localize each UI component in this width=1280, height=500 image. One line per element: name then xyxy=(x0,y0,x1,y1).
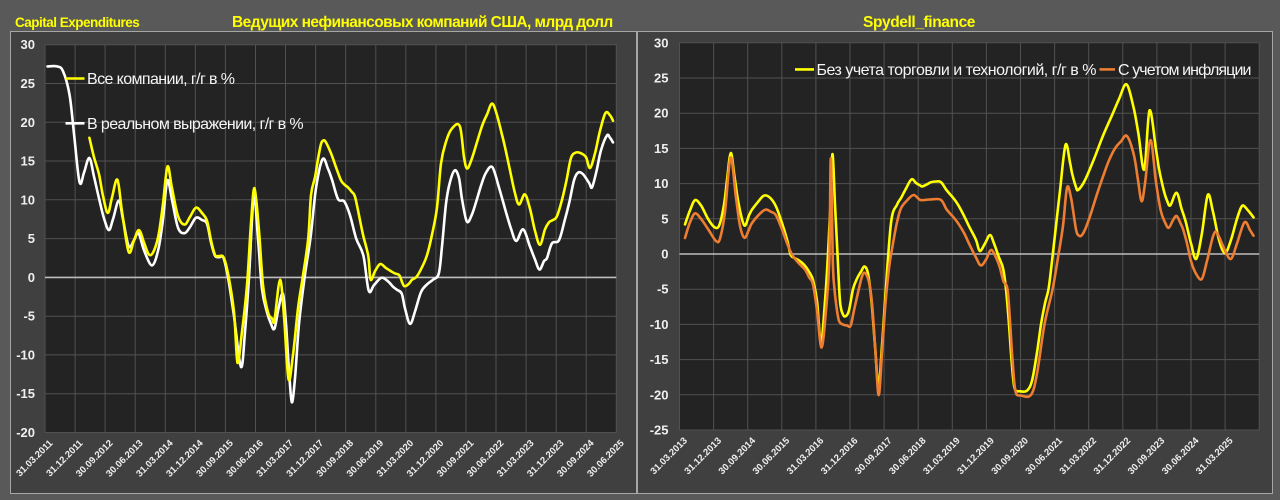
svg-text:С учетом инфляции: С учетом инфляции xyxy=(1118,62,1251,79)
svg-text:15: 15 xyxy=(21,154,35,169)
svg-text:-10: -10 xyxy=(16,347,35,362)
svg-text:25: 25 xyxy=(21,76,35,91)
svg-text:30: 30 xyxy=(21,37,35,52)
svg-text:30: 30 xyxy=(654,35,668,50)
svg-text:0: 0 xyxy=(28,270,35,285)
svg-text:-20: -20 xyxy=(16,425,35,440)
svg-text:Все компании, г/г в %: Все компании, г/г в % xyxy=(87,71,235,88)
svg-text:25: 25 xyxy=(654,71,668,86)
svg-text:-20: -20 xyxy=(650,387,669,402)
svg-text:5: 5 xyxy=(28,231,35,246)
svg-text:-15: -15 xyxy=(650,352,669,367)
svg-text:-10: -10 xyxy=(650,317,669,332)
svg-text:0: 0 xyxy=(661,247,668,262)
svg-text:-5: -5 xyxy=(657,282,669,297)
svg-text:31.03.2025: 31.03.2025 xyxy=(1194,435,1236,477)
svg-text:-15: -15 xyxy=(16,386,35,401)
svg-text:20: 20 xyxy=(654,106,668,121)
svg-text:Без учета торговли и технологи: Без учета торговли и технологий, г/г в % xyxy=(817,62,1097,79)
svg-text:20: 20 xyxy=(21,115,35,130)
svg-text:10: 10 xyxy=(21,192,35,207)
svg-text:5: 5 xyxy=(661,211,668,226)
svg-text:-25: -25 xyxy=(650,423,669,438)
svg-text:15: 15 xyxy=(654,141,668,156)
svg-text:10: 10 xyxy=(654,176,668,191)
svg-text:-5: -5 xyxy=(23,309,35,324)
svg-text:В реальном выражении, г/г в %: В реальном выражении, г/г в % xyxy=(87,116,303,133)
